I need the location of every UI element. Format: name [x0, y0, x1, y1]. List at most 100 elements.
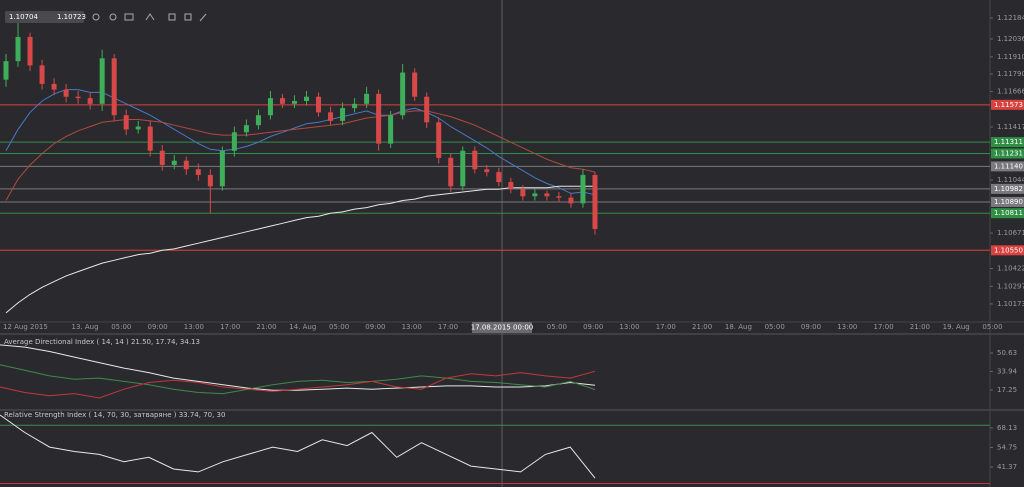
y-tick-label: 68.13: [997, 424, 1017, 432]
x-tick-label: 13. Aug: [71, 323, 98, 331]
candle-body: [580, 174, 586, 204]
candle-body: [484, 169, 490, 173]
x-tick-label: 17:00: [438, 323, 458, 331]
level-chip: [991, 161, 1024, 172]
level-chip: [991, 99, 1024, 110]
y-tick-label: 1.11790: [997, 70, 1024, 78]
candle-body: [111, 58, 117, 116]
candle-body: [27, 36, 33, 66]
x-tick-label: 05:00: [982, 323, 1002, 331]
y-tick-label: 1.11417: [997, 123, 1024, 131]
level-label: 1.10890: [994, 198, 1023, 206]
x-tick-label: 05:00: [329, 323, 349, 331]
x-tick-label: 21:00: [256, 323, 276, 331]
y-tick-label: 1.11910: [997, 53, 1024, 61]
candle-body: [255, 115, 261, 126]
candle-body: [159, 150, 165, 165]
x-tick-label: 17:00: [220, 323, 240, 331]
candle-body: [376, 93, 382, 144]
level-label: 1.11311: [994, 138, 1023, 146]
quote-chip: [5, 11, 84, 23]
moving-average: [5, 110, 596, 201]
draw-tool[interactable]: [199, 13, 207, 22]
candle-body: [424, 96, 430, 123]
candle-body: [316, 96, 322, 113]
x-tick-label: 13:00: [402, 323, 422, 331]
level-label: 1.10550: [994, 246, 1023, 254]
candle-body: [568, 197, 574, 204]
candle-body: [147, 126, 153, 151]
x-tick-label: 05:00: [547, 323, 567, 331]
candle-body: [75, 96, 81, 99]
y-tick-label: 50.63: [997, 349, 1017, 357]
y-tick-label: 1.10173: [997, 300, 1024, 308]
x-tick-label: 13:00: [619, 323, 639, 331]
candle-body: [304, 96, 309, 101]
x-tick-label: 13:00: [837, 323, 857, 331]
toolbar[interactable]: [92, 13, 207, 22]
x-tick-label: 05:00: [111, 323, 131, 331]
candle-body: [63, 89, 69, 97]
x-tick-label: 09:00: [583, 323, 603, 331]
candle-body: [51, 83, 57, 90]
x-tick-label: 21:00: [692, 323, 712, 331]
bid: 1.10704: [9, 13, 38, 21]
candle-body: [279, 98, 285, 104]
candle-body: [520, 189, 526, 197]
crosshair-tool[interactable]: [168, 13, 176, 21]
level-chip: [991, 245, 1024, 256]
candle-body: [135, 126, 141, 130]
level-chip: [991, 183, 1024, 194]
level-chip: [991, 196, 1024, 207]
screenshot[interactable]: [184, 13, 192, 21]
x-tick-label: 09:00: [148, 323, 168, 331]
indicator-title: Relative Strength Index ( 14, 70, 30, за…: [4, 411, 225, 419]
candle-body: [219, 150, 225, 187]
candle-body: [123, 115, 129, 130]
y-tick-label: 33.94: [997, 368, 1018, 376]
indicator[interactable]: [145, 13, 155, 21]
candle-body: [291, 100, 297, 104]
ask: 1.10723: [57, 13, 86, 21]
candle-body: [412, 72, 418, 97]
candle-body: [15, 36, 21, 62]
level-label: 1.11573: [994, 101, 1023, 109]
candle-body: [544, 193, 550, 197]
y-tick-label: 1.11044: [997, 176, 1024, 184]
zoom-in[interactable]: [92, 13, 100, 21]
candle-body: [364, 93, 370, 104]
x-tick-label: 09:00: [801, 323, 821, 331]
zoom-out[interactable]: [109, 13, 117, 21]
candle-body: [508, 182, 514, 190]
y-tick-label: 17.25: [997, 386, 1017, 394]
candle-body: [207, 174, 213, 187]
candle-body: [460, 150, 466, 187]
x-tick-label: 12 Aug 2015: [3, 323, 48, 331]
candle-body: [39, 65, 45, 84]
candle-body: [3, 61, 9, 80]
x-tick-label: 18. Aug: [725, 323, 752, 331]
y-tick-label: 1.12184: [997, 14, 1024, 22]
level-label: 1.10982: [994, 185, 1023, 193]
candle-body: [400, 72, 406, 116]
indicator-line: [0, 364, 596, 395]
candle-body: [448, 157, 454, 187]
candle-body: [340, 108, 346, 121]
crosshair-label: 17.08.2015 00:00: [471, 324, 533, 332]
y-tick-label: 1.10671: [997, 229, 1024, 237]
candle-body: [352, 103, 358, 109]
y-tick-label: 1.10422: [997, 265, 1024, 273]
period[interactable]: [124, 13, 134, 21]
candle-body: [592, 174, 598, 229]
indicator-line: [0, 414, 596, 479]
x-tick-label: 14. Aug: [289, 323, 316, 331]
candle-body: [99, 58, 105, 104]
level-chip: [991, 148, 1024, 159]
level-label: 1.11140: [994, 162, 1023, 170]
indicator-title: Average Directional Index ( 14, 14 ) 21.…: [4, 338, 200, 346]
indicator-line: [0, 344, 596, 391]
x-tick-label: 17:00: [656, 323, 676, 331]
x-tick-label: 19. Aug: [943, 323, 970, 331]
